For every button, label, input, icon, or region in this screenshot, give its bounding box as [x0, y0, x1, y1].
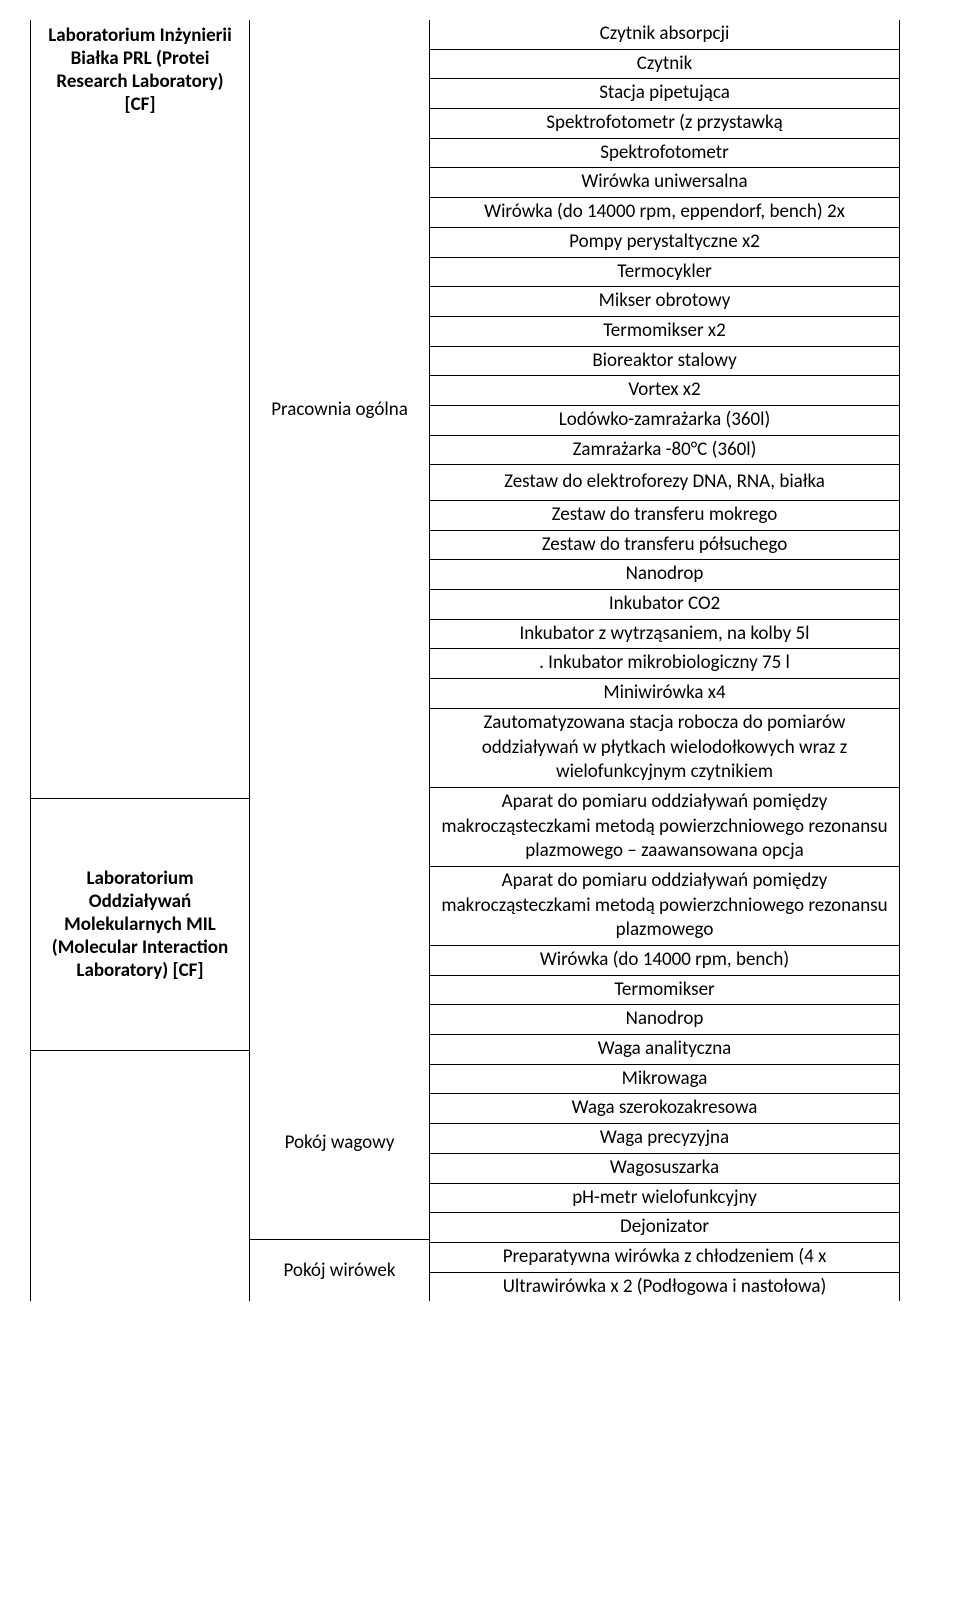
equip-row: Lodówko-zamrażarka (360l): [430, 406, 899, 436]
equip-row: Termomikser: [430, 976, 899, 1006]
equip-row: Wirówka uniwersalna: [430, 168, 899, 198]
equip-row: Miniwirówka x4: [430, 679, 899, 709]
equip-row: Aparat do pomiaru oddziaływań pomiędzy m…: [430, 867, 899, 946]
lab-1-text: Laboratorium Inżynierii Białka PRL (Prot…: [39, 24, 241, 116]
equip-row: Inkubator CO2: [430, 590, 899, 620]
equip-row: Aparat do pomiaru oddziaływań pomiędzy m…: [430, 788, 899, 867]
equip-row: Stacja pipetująca: [430, 79, 899, 109]
equip-row: Spektrofotometr: [430, 139, 899, 169]
column-equipment: Czytnik absorpcji Czytnik Stacja pipetuj…: [430, 20, 900, 1301]
room-cell-1: Pracownia ogólna: [250, 20, 429, 798]
equip-row: Wirówka (do 14000 rpm, bench): [430, 946, 899, 976]
lab-2-text: Laboratorium Oddziaływań Molekularnych M…: [39, 867, 241, 982]
equip-row: Spektrofotometr (z przystawką: [430, 109, 899, 139]
room-cell-blank: [250, 798, 429, 1045]
equip-row: Ultrawirówka x 2 (Podłogowa i nastołowa): [430, 1273, 899, 1302]
table: Laboratorium Inżynierii Białka PRL (Prot…: [30, 20, 930, 1301]
equip-row: Zautomatyzowana stacja robocza do pomiar…: [430, 709, 899, 788]
equip-row: Preparatywna wirówka z chłodzeniem (4 x: [430, 1243, 899, 1273]
equip-row: Wagosuszarka: [430, 1154, 899, 1184]
room-3-text: Pokój wirówek: [283, 1259, 395, 1282]
equip-row: Czytnik absorpcji: [430, 20, 899, 50]
equip-row: Pompy perystaltyczne x2: [430, 228, 899, 258]
equip-row: Nanodrop: [430, 1005, 899, 1035]
equip-row: Zestaw do elektroforezy DNA, RNA, białka: [430, 465, 899, 501]
equip-row: Termocykler: [430, 258, 899, 288]
equip-row: Vortex x2: [430, 376, 899, 406]
room-2-text: Pokój wagowy: [285, 1131, 395, 1154]
equip-row: Wirówka (do 14000 rpm, eppendorf, bench)…: [430, 198, 899, 228]
equip-row: Dejonizator: [430, 1213, 899, 1243]
lab-cell-3: [31, 1051, 249, 1301]
column-lab: Laboratorium Inżynierii Białka PRL (Prot…: [30, 20, 250, 1301]
equip-row: Mikrowaga: [430, 1065, 899, 1095]
room-1-text: Pracownia ogólna: [271, 398, 408, 421]
equip-row: pH-metr wielofunkcyjny: [430, 1184, 899, 1214]
equip-row: Zestaw do transferu półsuchego: [430, 531, 899, 561]
equip-row: . Inkubator mikrobiologiczny 75 l: [430, 649, 899, 679]
equip-row: Termomikser x2: [430, 317, 899, 347]
equip-row: Waga analityczna: [430, 1035, 899, 1065]
equip-row: Waga precyzyjna: [430, 1124, 899, 1154]
equip-row: Nanodrop: [430, 560, 899, 590]
room-cell-3: Pokój wirówek: [250, 1240, 429, 1301]
equip-row: Zestaw do transferu mokrego: [430, 501, 899, 531]
equip-row: Czytnik: [430, 50, 899, 80]
lab-cell-1: Laboratorium Inżynierii Białka PRL (Prot…: [31, 20, 249, 799]
equip-row: Zamrażarka -80°C (360l): [430, 436, 899, 466]
equip-row: Inkubator z wytrząsaniem, na kolby 5l: [430, 620, 899, 650]
equip-row: Mikser obrotowy: [430, 287, 899, 317]
equip-row: Bioreaktor stalowy: [430, 347, 899, 377]
room-cell-2: Pokój wagowy: [250, 1045, 429, 1240]
column-room: Pracownia ogólna Pokój wagowy Pokój wiró…: [250, 20, 430, 1301]
lab-cell-2: Laboratorium Oddziaływań Molekularnych M…: [31, 799, 249, 1050]
equip-row: Waga szerokozakresowa: [430, 1094, 899, 1124]
